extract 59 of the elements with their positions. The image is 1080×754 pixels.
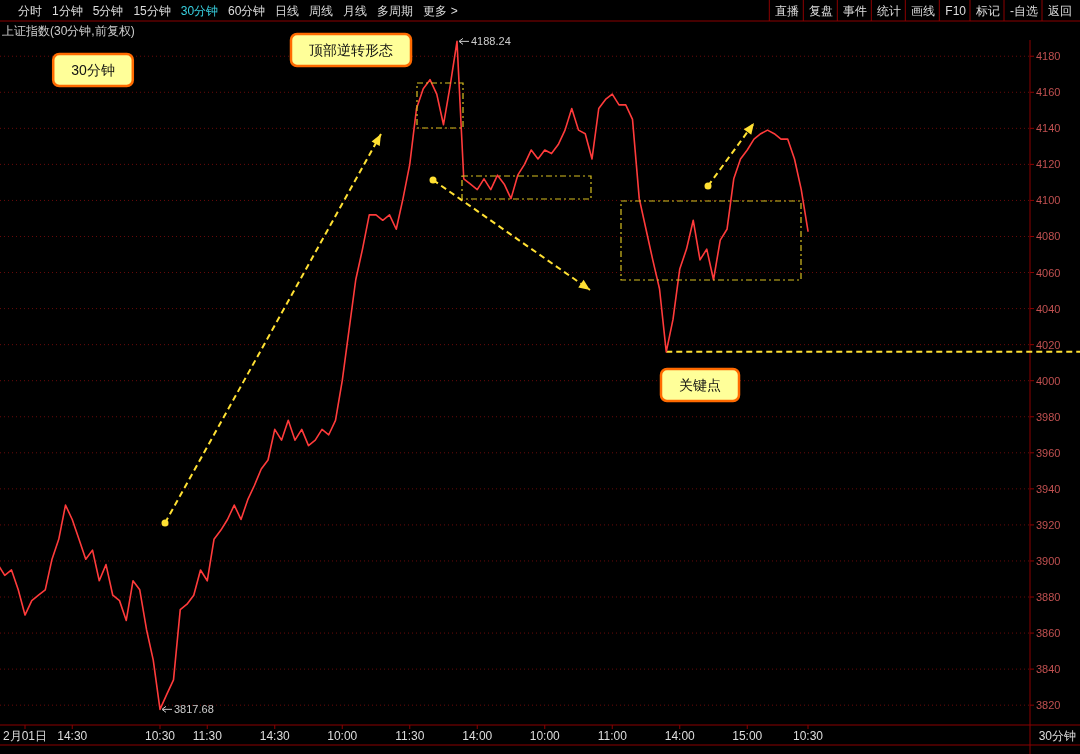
y-tick-label: 4020 xyxy=(1036,338,1061,351)
y-tick-label: 4060 xyxy=(1036,266,1061,279)
text: -自选 xyxy=(1010,4,1038,18)
text: 直播 xyxy=(775,4,800,18)
text: 月线 xyxy=(343,4,368,18)
text: 画线 xyxy=(911,4,936,18)
text: 日线 xyxy=(275,4,300,18)
text: 事件 xyxy=(843,4,868,18)
y-tick-label: 4080 xyxy=(1036,230,1061,243)
y-tick-label: 3840 xyxy=(1036,663,1061,676)
text: 返回 xyxy=(1048,4,1072,18)
text: 复盘 xyxy=(809,4,834,18)
x-tick-label: 11:30 xyxy=(395,729,425,743)
text: 统计 xyxy=(877,4,902,18)
y-tick-label: 3940 xyxy=(1036,482,1061,495)
x-tick-label: 10:00 xyxy=(327,729,358,743)
annotation: 3817.68 xyxy=(174,703,214,716)
text: 分时 xyxy=(18,4,42,18)
text: 1分钟 xyxy=(52,4,83,18)
text: F10 xyxy=(945,4,967,18)
text: 多周期 xyxy=(377,4,414,18)
text: 5分钟 xyxy=(92,4,124,18)
y-tick-label: 3980 xyxy=(1036,410,1061,423)
annotation: 4188.24 xyxy=(471,35,511,48)
x-tick-label: 14:00 xyxy=(462,729,493,743)
text: 15分钟 xyxy=(133,4,171,18)
text: 周线 xyxy=(309,4,334,18)
x-tick-label: 10:00 xyxy=(529,729,561,743)
y-tick-label: 4000 xyxy=(1036,374,1061,387)
y-tick-label: 4160 xyxy=(1036,86,1061,99)
text: 更多 > xyxy=(423,4,458,18)
x-tick-label: 10:30 xyxy=(144,729,176,743)
text: 30分钟 xyxy=(180,4,219,18)
annotation: 顶部逆转形态 xyxy=(309,42,393,58)
x-tick-label: 11:30 xyxy=(192,729,223,743)
x-tick-label: 10:30 xyxy=(792,729,824,743)
x-tick-label: 14:00 xyxy=(664,729,696,743)
y-tick-label: 4100 xyxy=(1036,194,1061,207)
y-tick-label: 3860 xyxy=(1036,627,1061,640)
y-tick-label: 3820 xyxy=(1036,699,1061,712)
text: 30分钟 xyxy=(1038,729,1076,743)
x-tick-label: 11:00 xyxy=(597,729,628,743)
text: 标记 xyxy=(975,4,1000,18)
annotation: 关键点 xyxy=(679,377,721,393)
y-tick-label: 3900 xyxy=(1036,554,1061,567)
y-tick-label: 4180 xyxy=(1036,50,1061,63)
y-tick-label: 3960 xyxy=(1036,446,1061,459)
text: 60分钟 xyxy=(228,4,266,18)
x-tick-label: 15:00 xyxy=(732,729,763,743)
y-tick-label: 3880 xyxy=(1036,591,1061,604)
y-tick-label: 3920 xyxy=(1036,518,1061,531)
x-tick-label: 14:30 xyxy=(57,729,88,743)
y-tick-label: 4140 xyxy=(1036,122,1061,135)
annotation: 30分钟 xyxy=(71,62,115,78)
x-tick-label: 2月01日 xyxy=(2,729,48,743)
x-tick-label: 14:30 xyxy=(259,729,291,743)
chart-title: 上证指数(30分钟,前复权) xyxy=(2,24,135,38)
y-tick-label: 4120 xyxy=(1036,158,1061,171)
y-tick-label: 4040 xyxy=(1036,302,1061,315)
